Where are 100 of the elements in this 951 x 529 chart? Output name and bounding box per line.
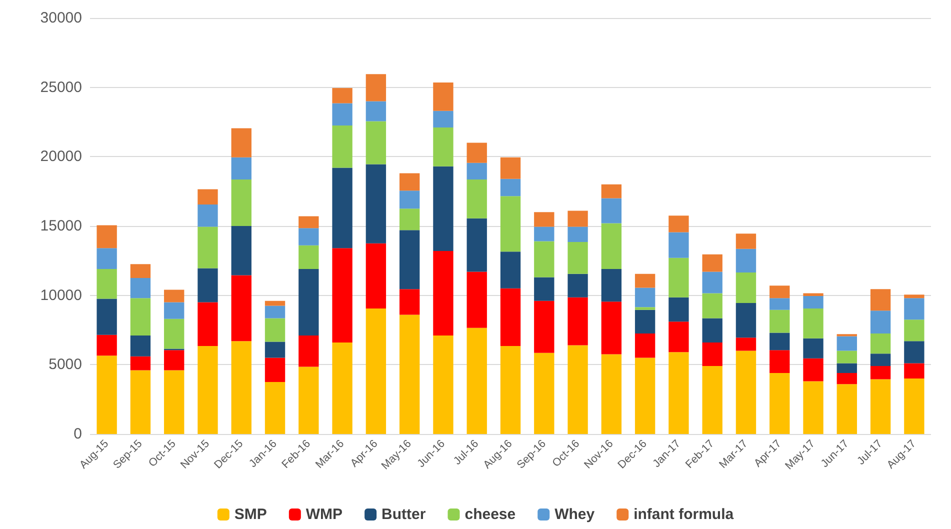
y-tick-label: 30000 — [40, 10, 82, 26]
bar — [164, 370, 184, 434]
y-tick-label: 25000 — [40, 78, 82, 96]
bar — [231, 275, 252, 342]
bar — [601, 302, 622, 354]
bar — [568, 226, 588, 242]
bar — [231, 226, 252, 276]
bar — [500, 157, 521, 179]
bar — [770, 286, 790, 298]
bar — [466, 162, 487, 180]
bar — [500, 346, 521, 434]
bar — [904, 298, 924, 320]
y-tick-label: 20000 — [40, 148, 82, 166]
bar — [332, 168, 352, 248]
bar — [702, 293, 722, 318]
bar — [198, 268, 218, 302]
bar — [568, 242, 588, 274]
bar — [366, 74, 386, 102]
bar — [836, 336, 857, 351]
bar — [534, 226, 554, 242]
bar — [298, 245, 319, 269]
bar — [870, 289, 891, 311]
bar — [130, 278, 151, 298]
bar — [466, 328, 487, 434]
bar — [634, 274, 656, 288]
bar — [803, 381, 824, 434]
bar — [601, 198, 622, 224]
bar — [870, 310, 891, 334]
bar — [870, 366, 891, 380]
bar — [534, 352, 554, 434]
bar — [736, 272, 756, 303]
bar — [870, 333, 891, 354]
bar — [366, 121, 386, 164]
bar — [803, 338, 824, 358]
bar — [198, 346, 218, 434]
y-tick-label: 15000 — [40, 218, 82, 234]
bar — [332, 125, 352, 168]
bar — [568, 274, 588, 298]
bar — [231, 128, 252, 158]
bar — [366, 164, 386, 244]
bar — [500, 196, 521, 252]
bar — [433, 336, 454, 434]
bar — [433, 82, 454, 111]
bar — [96, 225, 117, 248]
bar — [466, 218, 487, 272]
bar — [96, 334, 117, 356]
bar — [399, 190, 420, 209]
bar — [836, 372, 857, 384]
bar — [634, 288, 656, 308]
bar — [164, 350, 184, 370]
bar — [668, 322, 689, 352]
bar — [366, 101, 386, 122]
bar — [231, 157, 252, 180]
bar — [96, 248, 117, 269]
bar — [836, 363, 857, 373]
bar — [904, 378, 924, 434]
bar — [534, 300, 554, 353]
bar — [702, 366, 722, 434]
bar — [198, 204, 218, 227]
legend-label: infant formula — [634, 506, 734, 523]
bar — [366, 243, 386, 309]
bar — [96, 356, 117, 434]
bar — [130, 370, 151, 434]
bar — [332, 248, 352, 342]
bar — [332, 342, 352, 434]
bar — [668, 232, 689, 258]
bar — [332, 103, 352, 126]
bar — [601, 268, 622, 302]
bar — [500, 288, 521, 346]
bar — [231, 180, 252, 226]
bar — [601, 354, 622, 434]
bar — [164, 290, 184, 302]
bar — [534, 277, 554, 301]
bar — [433, 166, 454, 251]
bar — [904, 320, 924, 342]
bar — [264, 358, 286, 382]
bar — [433, 110, 454, 128]
bar — [668, 352, 689, 434]
bar — [668, 258, 689, 298]
bar — [366, 308, 386, 434]
bar — [534, 212, 554, 227]
bar — [399, 208, 420, 230]
bar — [668, 297, 689, 322]
bar — [198, 189, 218, 205]
bar — [736, 234, 756, 249]
bar — [702, 342, 722, 366]
bar — [736, 302, 756, 338]
bar — [770, 372, 790, 434]
bar — [298, 228, 319, 246]
bar — [601, 223, 622, 269]
bar — [399, 230, 420, 290]
bar — [770, 310, 790, 333]
legend-label: cheese — [464, 506, 516, 523]
bar — [96, 298, 117, 335]
bar — [466, 272, 487, 328]
bar — [803, 308, 824, 338]
bar — [568, 345, 588, 434]
bar — [198, 226, 218, 268]
bar — [568, 297, 588, 346]
bar — [601, 184, 622, 198]
